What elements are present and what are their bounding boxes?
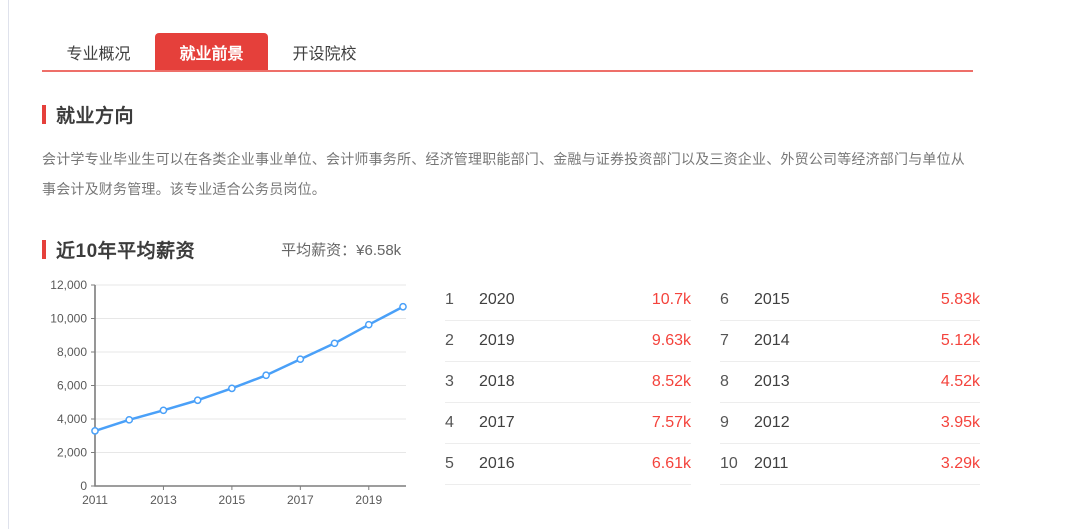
tab-schools[interactable]: 开设院校 [292, 45, 357, 63]
table-row: 8 2013 4.52k [720, 362, 980, 403]
value-cell: 6.61k [651, 455, 691, 472]
rank-cell: 9 [720, 414, 729, 431]
section-marker-icon [42, 105, 46, 124]
svg-text:2011: 2011 [82, 493, 108, 507]
tab-employment-prospects[interactable]: 就业前景 [155, 33, 268, 70]
svg-text:2017: 2017 [287, 493, 314, 507]
table-row: 10 2011 3.29k [720, 444, 980, 485]
svg-text:2013: 2013 [150, 493, 177, 507]
year-cell: 2018 [479, 373, 515, 390]
rank-cell: 5 [445, 455, 454, 472]
value-cell: 9.63k [651, 332, 691, 349]
rank-cell: 6 [720, 291, 729, 308]
svg-text:4,000: 4,000 [57, 412, 87, 426]
rank-cell: 3 [445, 373, 454, 390]
table-row: 5 2016 6.61k [445, 444, 691, 485]
main-content: 专业概况 就业前景 开设院校 就业方向 会计学专业毕业生可以在各类企业事业单位、… [42, 0, 980, 510]
employment-direction-description: 会计学专业毕业生可以在各类企业事业单位、会计师事务所、经济管理职能部门、金融与证… [42, 151, 965, 197]
table-row: 3 2018 8.52k [445, 362, 691, 403]
value-cell: 3.95k [940, 414, 980, 431]
value-cell: 10.7k [651, 291, 691, 308]
year-cell: 2020 [479, 291, 515, 308]
table-row: 4 2017 7.57k [445, 403, 691, 444]
section-marker-icon [42, 240, 46, 259]
rank-cell: 7 [720, 332, 729, 349]
value-cell: 4.52k [940, 373, 980, 390]
rank-table-column-right: 6 2015 5.83k 7 2014 5.12k 8 2013 4.52k 9 2012 3.95k… [720, 280, 980, 510]
rank-cell: 8 [720, 373, 729, 390]
year-cell: 2015 [754, 291, 790, 308]
svg-text:2,000: 2,000 [57, 446, 87, 460]
page-left-border [8, 0, 9, 529]
table-row: 1 2020 10.7k [445, 280, 691, 321]
salary-rank-table: 1 2020 10.7k 2 2019 9.63k 3 2018 8.52k 4 2017 7.57k… [445, 280, 980, 510]
rank-cell: 1 [445, 291, 454, 308]
year-cell: 2017 [479, 414, 515, 431]
year-cell: 2016 [479, 455, 515, 472]
svg-text:6,000: 6,000 [57, 379, 87, 393]
value-cell: 5.12k [940, 332, 980, 349]
rank-cell: 10 [720, 455, 738, 472]
value-cell: 8.52k [651, 373, 691, 390]
rank-table-column-left: 1 2020 10.7k 2 2019 9.63k 3 2018 8.52k 4 2017 7.57k… [445, 280, 691, 510]
table-row: 6 2015 5.83k [720, 280, 980, 321]
svg-text:2019: 2019 [355, 493, 382, 507]
year-cell: 2011 [754, 455, 789, 472]
salary-section-header: 近10年平均薪资 平均薪资：¥6.58k [42, 236, 977, 263]
svg-text:12,000: 12,000 [50, 278, 87, 292]
value-cell: 3.29k [940, 455, 980, 472]
rank-cell: 4 [445, 414, 454, 431]
year-cell: 2012 [754, 414, 790, 431]
salary-section-title: 近10年平均薪资 [56, 241, 196, 262]
value-cell: 5.83k [940, 291, 980, 308]
year-cell: 2013 [754, 373, 790, 390]
table-row: 9 2012 3.95k [720, 403, 980, 444]
table-row: 7 2014 5.12k [720, 321, 980, 362]
svg-text:10,000: 10,000 [50, 312, 87, 326]
salary-chart-svg: 0 2,000 4,000 6,000 8,000 10,000 12,000 2011 201… [50, 278, 407, 507]
tab-major-overview[interactable]: 专业概况 [66, 45, 131, 63]
salary-data-row: 0 2,000 4,000 6,000 8,000 10,000 12,000 2011 201… [42, 273, 980, 510]
salary-line-chart[interactable]: 0 2,000 4,000 6,000 8,000 10,000 12,000 2011 201… [42, 273, 417, 510]
year-cell: 2014 [754, 332, 790, 349]
average-salary-label: 平均薪资：¥6.58k [281, 242, 402, 259]
svg-text:0: 0 [80, 479, 87, 493]
tab-bar: 专业概况 就业前景 开设院校 [42, 33, 977, 70]
tabs-underline [42, 70, 973, 72]
table-row: 2 2019 9.63k [445, 321, 691, 362]
svg-text:2015: 2015 [219, 493, 246, 507]
svg-text:8,000: 8,000 [57, 345, 87, 359]
employment-direction-title: 就业方向 [56, 106, 135, 127]
rank-cell: 2 [445, 332, 454, 349]
year-cell: 2019 [479, 332, 515, 349]
value-cell: 7.57k [651, 414, 691, 431]
employment-direction-header: 就业方向 [42, 101, 977, 128]
